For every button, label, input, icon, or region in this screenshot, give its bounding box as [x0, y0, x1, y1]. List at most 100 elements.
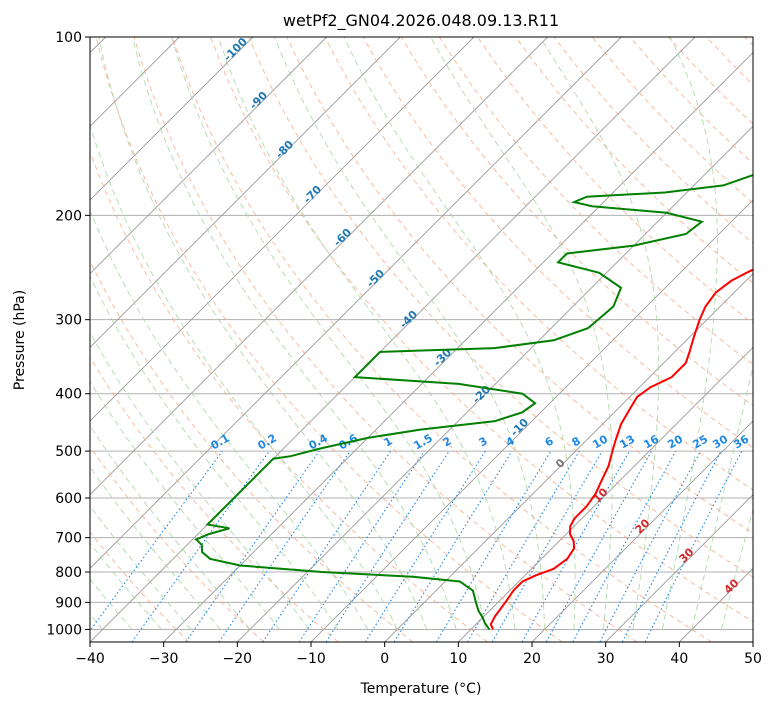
mixing-ratio-line — [644, 450, 743, 642]
mixing-ratio-label: 10 — [590, 432, 610, 451]
dry-adiabat-line — [133, 37, 638, 642]
dry-adiabat-line — [744, 37, 753, 47]
mixing-ratio-label: 30 — [710, 432, 730, 451]
mixing-ratio-line — [218, 450, 351, 642]
mixing-ratio-line — [262, 450, 392, 642]
mixing-ratio-label: 1.5 — [412, 431, 435, 452]
mixing-ratio-line — [131, 450, 270, 642]
mixing-ratio-label: 6 — [543, 434, 556, 449]
moist-adiabat-line — [539, 37, 660, 630]
y-tick-label: 100 — [55, 30, 82, 46]
mixing-ratio-label: 0.2 — [256, 431, 279, 452]
y-tick-label: 1000 — [46, 622, 82, 638]
isotherm-line — [458, 346, 753, 642]
dry-adiabat-line — [248, 37, 753, 578]
mixing-ratio-line — [545, 450, 653, 642]
mixing-ratio-line — [467, 450, 580, 642]
dewpoint-profile-line — [194, 173, 753, 630]
plot-area: -100-90-80-70-60-50-40-30-20-100.1 0.2 0.4… — [90, 35, 753, 642]
moist-adiabat-line — [131, 37, 457, 630]
dry-adiabat-label: -90 — [247, 89, 270, 112]
moist-adiabat-line — [343, 37, 576, 630]
dry-adiabat-line — [95, 37, 563, 642]
moist-adiabat-line — [90, 208, 369, 630]
isotherm-line — [90, 37, 696, 642]
moist-adiabat-line — [90, 380, 280, 630]
mixing-ratio-label: 0.1 — [209, 431, 232, 452]
dry-adiabat-line — [210, 37, 753, 623]
mixing-ratio-line — [599, 450, 701, 642]
dry-adiabat-line — [90, 531, 190, 642]
isotherm-line — [163, 52, 753, 642]
dry-adiabat-label: -80 — [273, 138, 296, 161]
mixing-ratio-label: 20 — [665, 432, 685, 451]
moist-adiabat-line — [720, 507, 753, 630]
mixing-ratio-line — [621, 450, 722, 642]
moist-adiabat-line — [90, 466, 221, 630]
moist-adiabat-label: 40 — [722, 576, 742, 596]
x-tick-label: 30 — [597, 651, 615, 667]
mixing-ratio-line — [298, 450, 425, 642]
mixing-ratio-lines — [90, 450, 743, 642]
chart-title: wetPf2_GN04.2026.048.09.13.R11 — [283, 11, 559, 31]
dry-adiabat-line — [706, 37, 753, 86]
y-tick-label: 600 — [55, 491, 82, 507]
isotherm-line — [752, 641, 753, 642]
dry-adiabat-line — [90, 259, 414, 642]
mixing-ratio-label: 16 — [641, 432, 661, 451]
isotherm-line — [237, 125, 753, 642]
y-axis-ticks: 100 200 300 400 500 600 700 800 900 1000 — [46, 30, 90, 638]
y-tick-label: 700 — [55, 531, 82, 547]
mixing-ratio-line — [435, 450, 552, 642]
moist-adiabat-line — [274, 37, 546, 630]
mixing-ratio-label: 3 — [477, 434, 490, 449]
x-tick-label: 40 — [670, 651, 688, 667]
isotherm-line — [90, 37, 622, 569]
dry-adiabat-label: -50 — [364, 267, 387, 290]
moist-adiabat-line — [430, 37, 613, 630]
dry-adiabat-line — [400, 37, 753, 407]
plot-frame — [89, 36, 754, 643]
moist-adiabat-line — [691, 363, 753, 630]
mixing-ratio-line — [325, 450, 450, 642]
dry-adiabat-line — [438, 37, 753, 366]
dry-adiabat-label: -70 — [301, 183, 324, 206]
dry-adiabat-line — [286, 37, 753, 534]
moist-adiabats — [90, 37, 753, 630]
y-tick-label: 500 — [55, 444, 82, 460]
y-tick-label: 800 — [55, 565, 82, 581]
moist-adiabat-line — [90, 505, 192, 630]
mixing-ratio-label: 1 — [382, 434, 395, 449]
moist-adiabat-line — [90, 123, 398, 630]
isotherm-line — [531, 420, 753, 642]
isotherm-line — [90, 37, 327, 275]
moist-adiabat-line — [90, 331, 310, 630]
dry-adiabat-label: -40 — [397, 308, 420, 331]
isotherm-line — [90, 37, 401, 348]
mixing-ratio-line — [572, 450, 677, 642]
mixing-ratio-line — [185, 450, 320, 642]
isotherm-line — [90, 37, 254, 201]
x-tick-label: 0 — [380, 651, 389, 667]
x-tick-label: −20 — [223, 651, 253, 667]
isotherm-line — [384, 273, 753, 642]
x-tick-label: −40 — [75, 651, 105, 667]
moist-adiabat-line — [90, 275, 339, 630]
dry-adiabat-line — [515, 37, 753, 284]
isotherm-line — [605, 494, 753, 642]
moist-adiabat-label: 0 — [553, 456, 568, 471]
dry-adiabat-label: -10 — [508, 416, 531, 439]
x-axis-label: Temperature (°C) — [360, 681, 482, 697]
isopleth-labels: -100-90-80-70-60-50-40-30-20-100.1 0.2 0.4… — [209, 35, 752, 597]
isotherm-line — [90, 37, 548, 496]
mixing-ratio-label: 13 — [617, 433, 637, 452]
y-axis-label: Pressure (hPa) — [12, 290, 28, 390]
temperature-profile-line — [489, 268, 753, 630]
x-axis-ticks: −40 −30 −20 −10 0 10 20 30 40 50 — [75, 642, 762, 667]
y-tick-label: 400 — [55, 387, 82, 403]
dry-adiabat-label: -100 — [221, 35, 250, 64]
dry-adiabat-line — [90, 445, 264, 642]
dry-adiabat-line — [90, 150, 488, 642]
moist-adiabat-label: 30 — [677, 545, 697, 565]
isotherm-line — [90, 37, 475, 422]
